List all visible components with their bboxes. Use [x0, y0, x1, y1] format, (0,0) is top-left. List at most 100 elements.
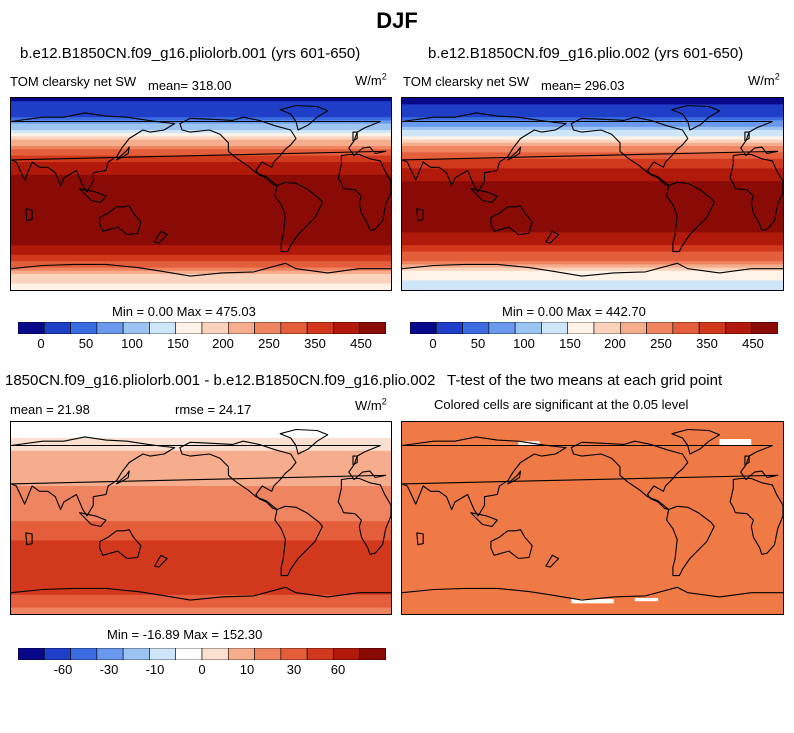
- coastline-greenland: [279, 104, 329, 131]
- heatmap-band: [402, 165, 783, 169]
- coastline-eurasia: [402, 112, 779, 193]
- heatmap-band: [402, 142, 783, 147]
- colorbar-cell: [359, 648, 386, 660]
- panel2-variable: TOM clearsky net SW: [403, 74, 530, 89]
- heatmap-band: [402, 270, 783, 275]
- colorbar-tick-label: -30: [99, 662, 119, 677]
- heatmap-band: [11, 425, 391, 429]
- coastline-madagascar: [416, 208, 424, 222]
- heatmap-band: [402, 277, 783, 281]
- heatmap-band: [11, 582, 391, 586]
- heatmap-band: [11, 550, 391, 554]
- colorbar-cell: [201, 648, 229, 660]
- coastline-new-zealand: [545, 230, 560, 244]
- heatmap-band: [402, 120, 783, 125]
- colorbar-cell: [462, 322, 490, 334]
- panel3-map: [10, 421, 392, 615]
- heatmap-band: [11, 534, 391, 538]
- coastline-antarctica: [11, 586, 391, 601]
- heatmap-band: [11, 566, 391, 570]
- colorbar-cell: [43, 648, 71, 660]
- panel1-mean: mean= 318.00: [148, 78, 232, 93]
- heatmap-band: [402, 101, 783, 105]
- heatmap-band: [11, 238, 391, 243]
- colorbar-tick-label: 350: [696, 336, 718, 351]
- heatmap-band: [11, 251, 391, 256]
- colorbar-cell: [280, 648, 308, 660]
- heatmap-band: [11, 447, 391, 452]
- heatmap-band: [11, 107, 391, 112]
- heatmap-band: [11, 184, 391, 189]
- colorbar-tick-label: 150: [559, 336, 581, 351]
- heatmap-band: [11, 591, 391, 596]
- coastline-australia: [490, 529, 533, 560]
- colorbar-cell: [488, 322, 516, 334]
- colorbar-cell: [306, 648, 334, 660]
- heatmap-band: [11, 101, 391, 105]
- coastline-madagascar: [416, 532, 424, 546]
- panel3-units: W/m2: [355, 397, 387, 414]
- coastline-greenland: [671, 104, 721, 131]
- heatmap-band: [402, 210, 783, 214]
- heatmap-band: [11, 242, 391, 246]
- heatmap-band: [11, 428, 391, 433]
- heatmap-band: [11, 258, 391, 262]
- colorbar-cell: [18, 648, 45, 660]
- coastline-japan: [507, 470, 522, 485]
- heatmap-band: [11, 200, 391, 205]
- coastline-africa: [337, 153, 391, 231]
- coastline-new-zealand: [545, 554, 560, 568]
- heatmap-band: [11, 133, 391, 137]
- heatmap-band: [11, 152, 391, 157]
- heatmap-band: [11, 123, 391, 128]
- coastline-indonesia: [79, 512, 107, 528]
- heatmap-band: [11, 470, 391, 474]
- heatmap-band: [402, 197, 783, 201]
- heatmap-band: [11, 261, 391, 265]
- heatmap-band: [402, 203, 783, 208]
- colorbar-tick-label: 200: [212, 336, 234, 351]
- panel3-minmax: Min = -16.89 Max = 152.30: [107, 627, 263, 642]
- colorbar-tick-label: 250: [258, 336, 280, 351]
- heatmap-band: [11, 530, 391, 535]
- heatmap-band: [402, 213, 783, 217]
- heatmap-band: [11, 438, 391, 442]
- colorbar-cell: [333, 322, 361, 334]
- colorbar-cell: [751, 322, 778, 334]
- colorbar-cell: [201, 322, 229, 334]
- colorbar-tick-label: 0: [37, 336, 45, 351]
- heatmap-band: [402, 190, 783, 195]
- colorbar-cell: [70, 648, 98, 660]
- heatmap-band: [11, 562, 391, 567]
- heatmap-band: [11, 98, 391, 102]
- heatmap-band: [11, 431, 391, 436]
- heatmap-band: [11, 585, 391, 589]
- panel3-colorbar: [18, 648, 386, 660]
- coastline-south-america: [274, 505, 323, 577]
- colorbar-tick-label: 60: [330, 662, 346, 677]
- coastline-uk: [352, 131, 358, 142]
- heatmap-band: [11, 248, 391, 253]
- heatmap-band: [11, 588, 391, 593]
- heatmap-band: [11, 463, 391, 468]
- heatmap-band: [11, 575, 391, 580]
- heatmap-band: [11, 604, 391, 609]
- colorbar-cell: [672, 322, 700, 334]
- non-significant-cells: [634, 598, 659, 602]
- heatmap-band: [402, 136, 783, 141]
- heatmap-band: [11, 540, 391, 545]
- colorbar-cell: [333, 648, 361, 660]
- panel3-title: 1850CN.f09_g16.pliolorb.001 - b.e12.B185…: [5, 372, 436, 389]
- heatmap-band: [11, 460, 391, 465]
- heatmap-band: [402, 254, 783, 259]
- coastline-indonesia: [79, 188, 107, 204]
- colorbar-cell: [254, 648, 282, 660]
- heatmap-band: [11, 210, 391, 214]
- heatmap-band: [11, 254, 391, 259]
- coastline-uk: [744, 131, 750, 142]
- heatmap-band: [402, 184, 783, 189]
- heatmap-band: [11, 556, 391, 561]
- non-significant-cells: [719, 439, 752, 446]
- heatmap-band: [11, 110, 391, 115]
- colorbar-cell: [359, 322, 386, 334]
